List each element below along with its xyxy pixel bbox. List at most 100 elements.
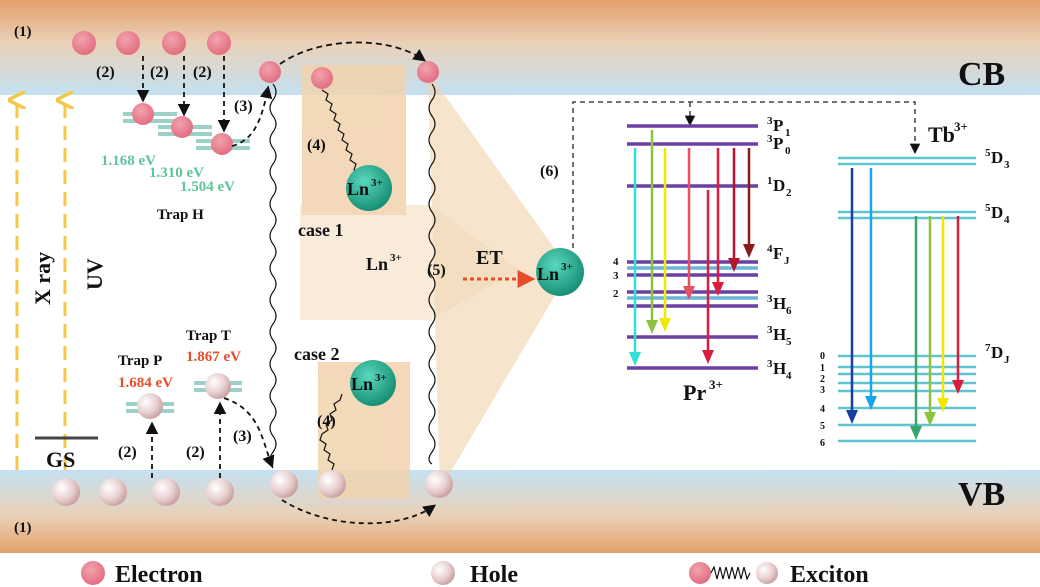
step1-top-label: (1)	[14, 24, 32, 40]
trapped-hole	[205, 373, 231, 399]
ln-sup: 3+	[371, 177, 383, 189]
svg-text:3: 3	[767, 133, 773, 145]
pr-transitions	[629, 130, 755, 366]
svg-text:3: 3	[1004, 159, 1010, 171]
cb-label: CB	[958, 56, 1005, 93]
svg-text:5: 5	[985, 202, 991, 214]
ln-sup: 3+	[561, 261, 573, 273]
tb-transitions	[846, 168, 964, 440]
step3-label-bottom: (3)	[233, 428, 252, 445]
ln-sup: 3+	[375, 372, 387, 384]
electron	[72, 31, 96, 55]
trap-h-energy-2: 1.310 eV	[149, 165, 204, 181]
legend-exciton-hole-icon	[756, 562, 778, 584]
case2-label: case 2	[294, 344, 339, 364]
svg-text:4: 4	[767, 243, 773, 255]
electron	[311, 67, 333, 89]
step2-label-c: (2)	[193, 64, 212, 81]
tb-energy-levels	[838, 156, 976, 443]
svg-text:5: 5	[985, 147, 991, 159]
step2-label-a: (2)	[96, 64, 115, 81]
ln-label: Ln	[351, 374, 373, 394]
trapped-electron	[211, 133, 233, 155]
svg-text:H: H	[773, 359, 786, 378]
pr-level-labels: 3 P 1 3 P 0 1 D 2 4 F J 3 H 6 3 H 5 3 H …	[613, 115, 792, 382]
legend-electron-icon	[81, 561, 105, 585]
step3-label-top: (3)	[234, 98, 253, 115]
step5-label: (5)	[427, 262, 446, 279]
svg-text:2: 2	[613, 288, 619, 300]
legend-exciton-wave-icon	[710, 565, 751, 581]
trapped-electron	[132, 103, 154, 125]
svg-text:J: J	[1004, 354, 1010, 366]
svg-text:H: H	[773, 294, 786, 313]
svg-text:2: 2	[820, 374, 825, 385]
detrap-arrow-top	[231, 85, 273, 147]
pr-energy-levels	[627, 124, 758, 370]
svg-text:5: 5	[820, 421, 825, 432]
legend-electron-label: Electron	[115, 562, 203, 587]
svg-text:4: 4	[786, 370, 792, 382]
step6-label: (6)	[540, 163, 559, 180]
trap-h-name: Trap H	[157, 207, 204, 223]
svg-text:7: 7	[985, 342, 991, 354]
case1-label: case 1	[298, 220, 343, 240]
svg-text:3+: 3+	[390, 252, 402, 264]
pr-ion-sup: 3+	[709, 377, 723, 392]
xray-label: X ray	[30, 252, 55, 305]
svg-text:H: H	[773, 325, 786, 344]
svg-text:D: D	[991, 148, 1003, 167]
svg-text:3: 3	[767, 293, 773, 305]
cb-electrons	[72, 31, 439, 155]
electron	[116, 31, 140, 55]
trapped-electron	[171, 116, 193, 138]
electron	[162, 31, 186, 55]
trapping-arrows-top	[136, 56, 231, 133]
ln-middle-label: Ln 3+	[366, 252, 402, 274]
legend-hole-label: Hole	[470, 562, 518, 587]
step2-label-d: (2)	[118, 444, 137, 461]
svg-text:3: 3	[767, 358, 773, 370]
svg-text:Ln: Ln	[366, 254, 388, 274]
svg-text:P: P	[773, 134, 783, 153]
trap-t-name: Trap T	[186, 328, 231, 344]
trap-h-energy-1: 1.168 eV	[101, 153, 156, 169]
svg-text:D: D	[773, 176, 785, 195]
svg-text:D: D	[991, 203, 1003, 222]
tb-level-labels: 5 D 3 5 D 4 7 D J 0 1 2 3 4 5 6	[820, 147, 1010, 449]
svg-text:3: 3	[767, 324, 773, 336]
ln-ion-acceptor: Ln 3+	[536, 248, 584, 296]
step4-label-bottom: (4)	[317, 413, 336, 430]
ln-ion-case2: Ln 3+	[350, 360, 396, 406]
trap-p-energy: 1.684 eV	[118, 375, 173, 391]
svg-text:D: D	[991, 343, 1003, 362]
trapped-hole	[137, 393, 163, 419]
svg-text:4: 4	[820, 404, 825, 415]
svg-text:6: 6	[820, 438, 825, 449]
svg-text:J: J	[784, 255, 790, 267]
vb-label: VB	[958, 476, 1005, 513]
svg-text:P: P	[773, 116, 783, 135]
trap-t-energy: 1.867 eV	[186, 349, 241, 365]
svg-text:3: 3	[767, 115, 773, 127]
tb-ion-label: Tb	[928, 122, 955, 147]
step4-label-top: (4)	[307, 137, 326, 154]
svg-text:6: 6	[786, 305, 792, 317]
step2-label-b: (2)	[150, 64, 169, 81]
gs-label: GS	[46, 447, 75, 472]
trap-h-energy-3: 1.504 eV	[180, 179, 235, 195]
svg-text:0: 0	[785, 145, 791, 157]
exciton-wavy-lines	[269, 83, 436, 471]
ln-ion-case1: Ln 3+	[346, 165, 392, 211]
svg-text:1: 1	[820, 363, 825, 374]
electron	[417, 61, 439, 83]
svg-text:F: F	[773, 244, 783, 263]
et-label: ET	[476, 247, 503, 269]
excitation-arrows	[17, 100, 65, 470]
svg-text:3: 3	[820, 385, 825, 396]
svg-text:0: 0	[820, 351, 825, 362]
vb-holes	[52, 470, 453, 506]
ln-label: Ln	[537, 264, 559, 284]
